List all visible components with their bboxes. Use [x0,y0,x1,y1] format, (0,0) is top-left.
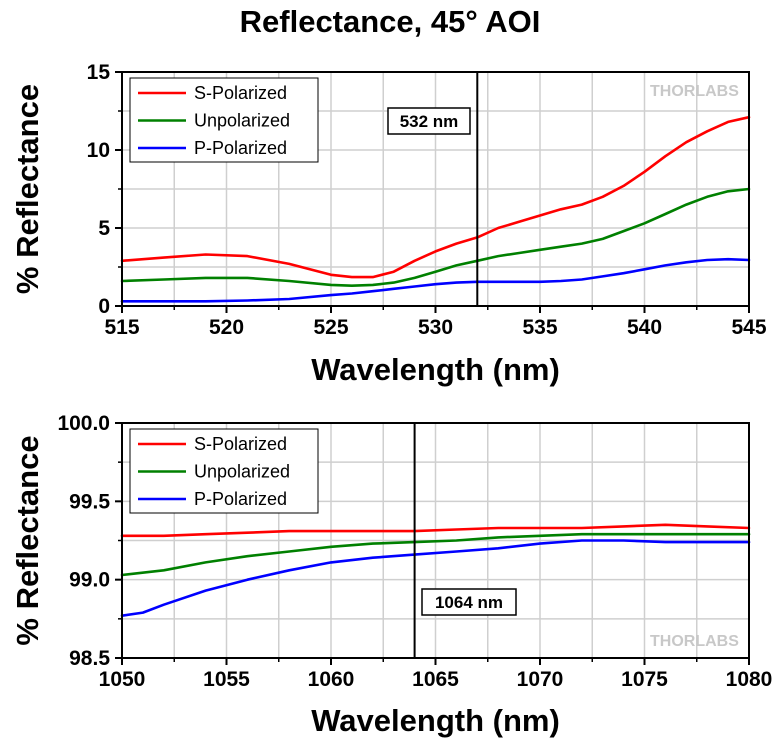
y-tick-label: 0 [98,295,110,318]
x-tick-label: 1075 [621,668,668,691]
x-tick-label: 1070 [517,668,564,691]
wavelength-label: 1064 nm [435,593,503,612]
y-tick-label: 5 [98,217,110,240]
x-tick-label: 520 [209,316,244,339]
legend-label: P-Polarized [194,489,287,509]
chart-panel-2: THORLABS 1064 nm S-Polarized Unpolarized P-P… [10,412,772,738]
series-line-unpolarized [120,187,751,287]
x-tick-label: 530 [418,316,453,339]
x-tick-label: 1055 [203,668,250,691]
y-tick-label: 99.0 [69,569,110,592]
x-axis-title: Wavelength (nm) [311,703,560,738]
legend-label: Unpolarized [194,462,290,482]
legend-label: P-Polarized [194,138,287,158]
x-tick-label: 545 [731,316,766,339]
legend-label: S-Polarized [194,434,287,454]
series-line-unpolarized [120,532,751,577]
wavelength-label: 532 nm [400,112,459,131]
series-line-s-polarized [120,523,751,538]
chart-panel-1: THORLABS 532 nm S-Polarized Unpolarized P-Po… [10,61,767,387]
x-tick-label: 1060 [308,668,355,691]
x-tick-label: 535 [522,316,557,339]
y-tick-label: 100.0 [57,412,110,435]
wavelength-label-box [421,588,517,616]
series-line-s-polarized [120,115,751,279]
y-tick-label: 15 [87,61,111,84]
x-tick-label: 1065 [412,668,459,691]
thorlabs-watermark: THORLABS [650,633,739,650]
y-axis-title: % Reflectance [10,435,45,645]
x-tick-label: 540 [627,316,662,339]
wavelength-label-box [387,107,471,135]
y-axis-title: % Reflectance [10,84,45,294]
legend-label: Unpolarized [194,111,290,131]
x-tick-label: 1050 [99,668,146,691]
x-tick-label: 515 [104,316,139,339]
x-tick-label: 1080 [726,668,773,691]
y-tick-label: 99.5 [69,490,110,513]
series-line-p-polarized [120,257,751,303]
legend-label: S-Polarized [194,83,287,103]
y-tick-label: 10 [87,139,110,162]
thorlabs-watermark: THORLABS [650,83,739,100]
page-title: Reflectance, 45° AOI [239,4,541,39]
x-axis-title: Wavelength (nm) [311,352,560,387]
y-tick-label: 98.5 [69,647,110,670]
x-tick-label: 525 [313,316,348,339]
